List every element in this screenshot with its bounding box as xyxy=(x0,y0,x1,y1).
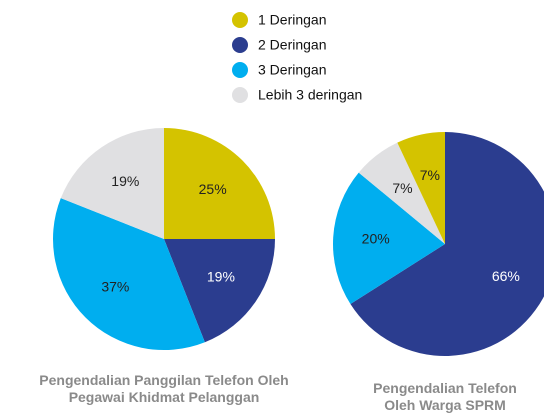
legend-label: Lebih 3 deringan xyxy=(258,87,362,103)
legend-label: 1 Deringan xyxy=(258,12,327,28)
data-label: 7% xyxy=(420,167,440,183)
data-label: 7% xyxy=(392,180,412,196)
pie-slice xyxy=(350,132,544,356)
legend-swatch xyxy=(232,87,248,103)
legend-swatch xyxy=(232,37,248,53)
data-label: 37% xyxy=(101,278,129,294)
pie-slice xyxy=(52,198,205,350)
legend-swatch xyxy=(232,12,248,28)
pie-slice xyxy=(397,132,445,244)
data-label: 19% xyxy=(111,173,139,189)
pie-slice xyxy=(164,239,275,343)
legend-swatch xyxy=(232,62,248,78)
chart-title: Pengendalian Panggilan Telefon Oleh Pega… xyxy=(39,372,289,405)
data-label: 19% xyxy=(207,268,235,284)
pie-slice xyxy=(60,128,164,239)
legend-label: 3 Deringan xyxy=(258,62,327,78)
pie-slice xyxy=(164,128,275,239)
data-label: 25% xyxy=(199,181,227,197)
pie-slice xyxy=(333,172,445,305)
chart-title: Pengendalian Telefon Oleh Warga SPRM xyxy=(373,380,517,413)
legend-label: 2 Deringan xyxy=(258,37,327,53)
data-label: 20% xyxy=(362,230,390,246)
pie-slice xyxy=(358,142,445,244)
data-label: 66% xyxy=(492,268,520,284)
